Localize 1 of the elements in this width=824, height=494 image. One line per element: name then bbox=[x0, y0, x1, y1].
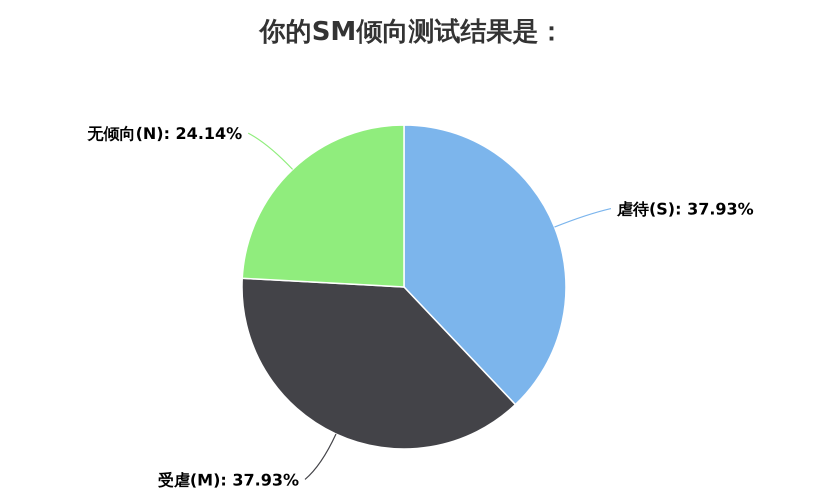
chart-title: 你的SM倾向测试结果是： bbox=[258, 17, 564, 47]
